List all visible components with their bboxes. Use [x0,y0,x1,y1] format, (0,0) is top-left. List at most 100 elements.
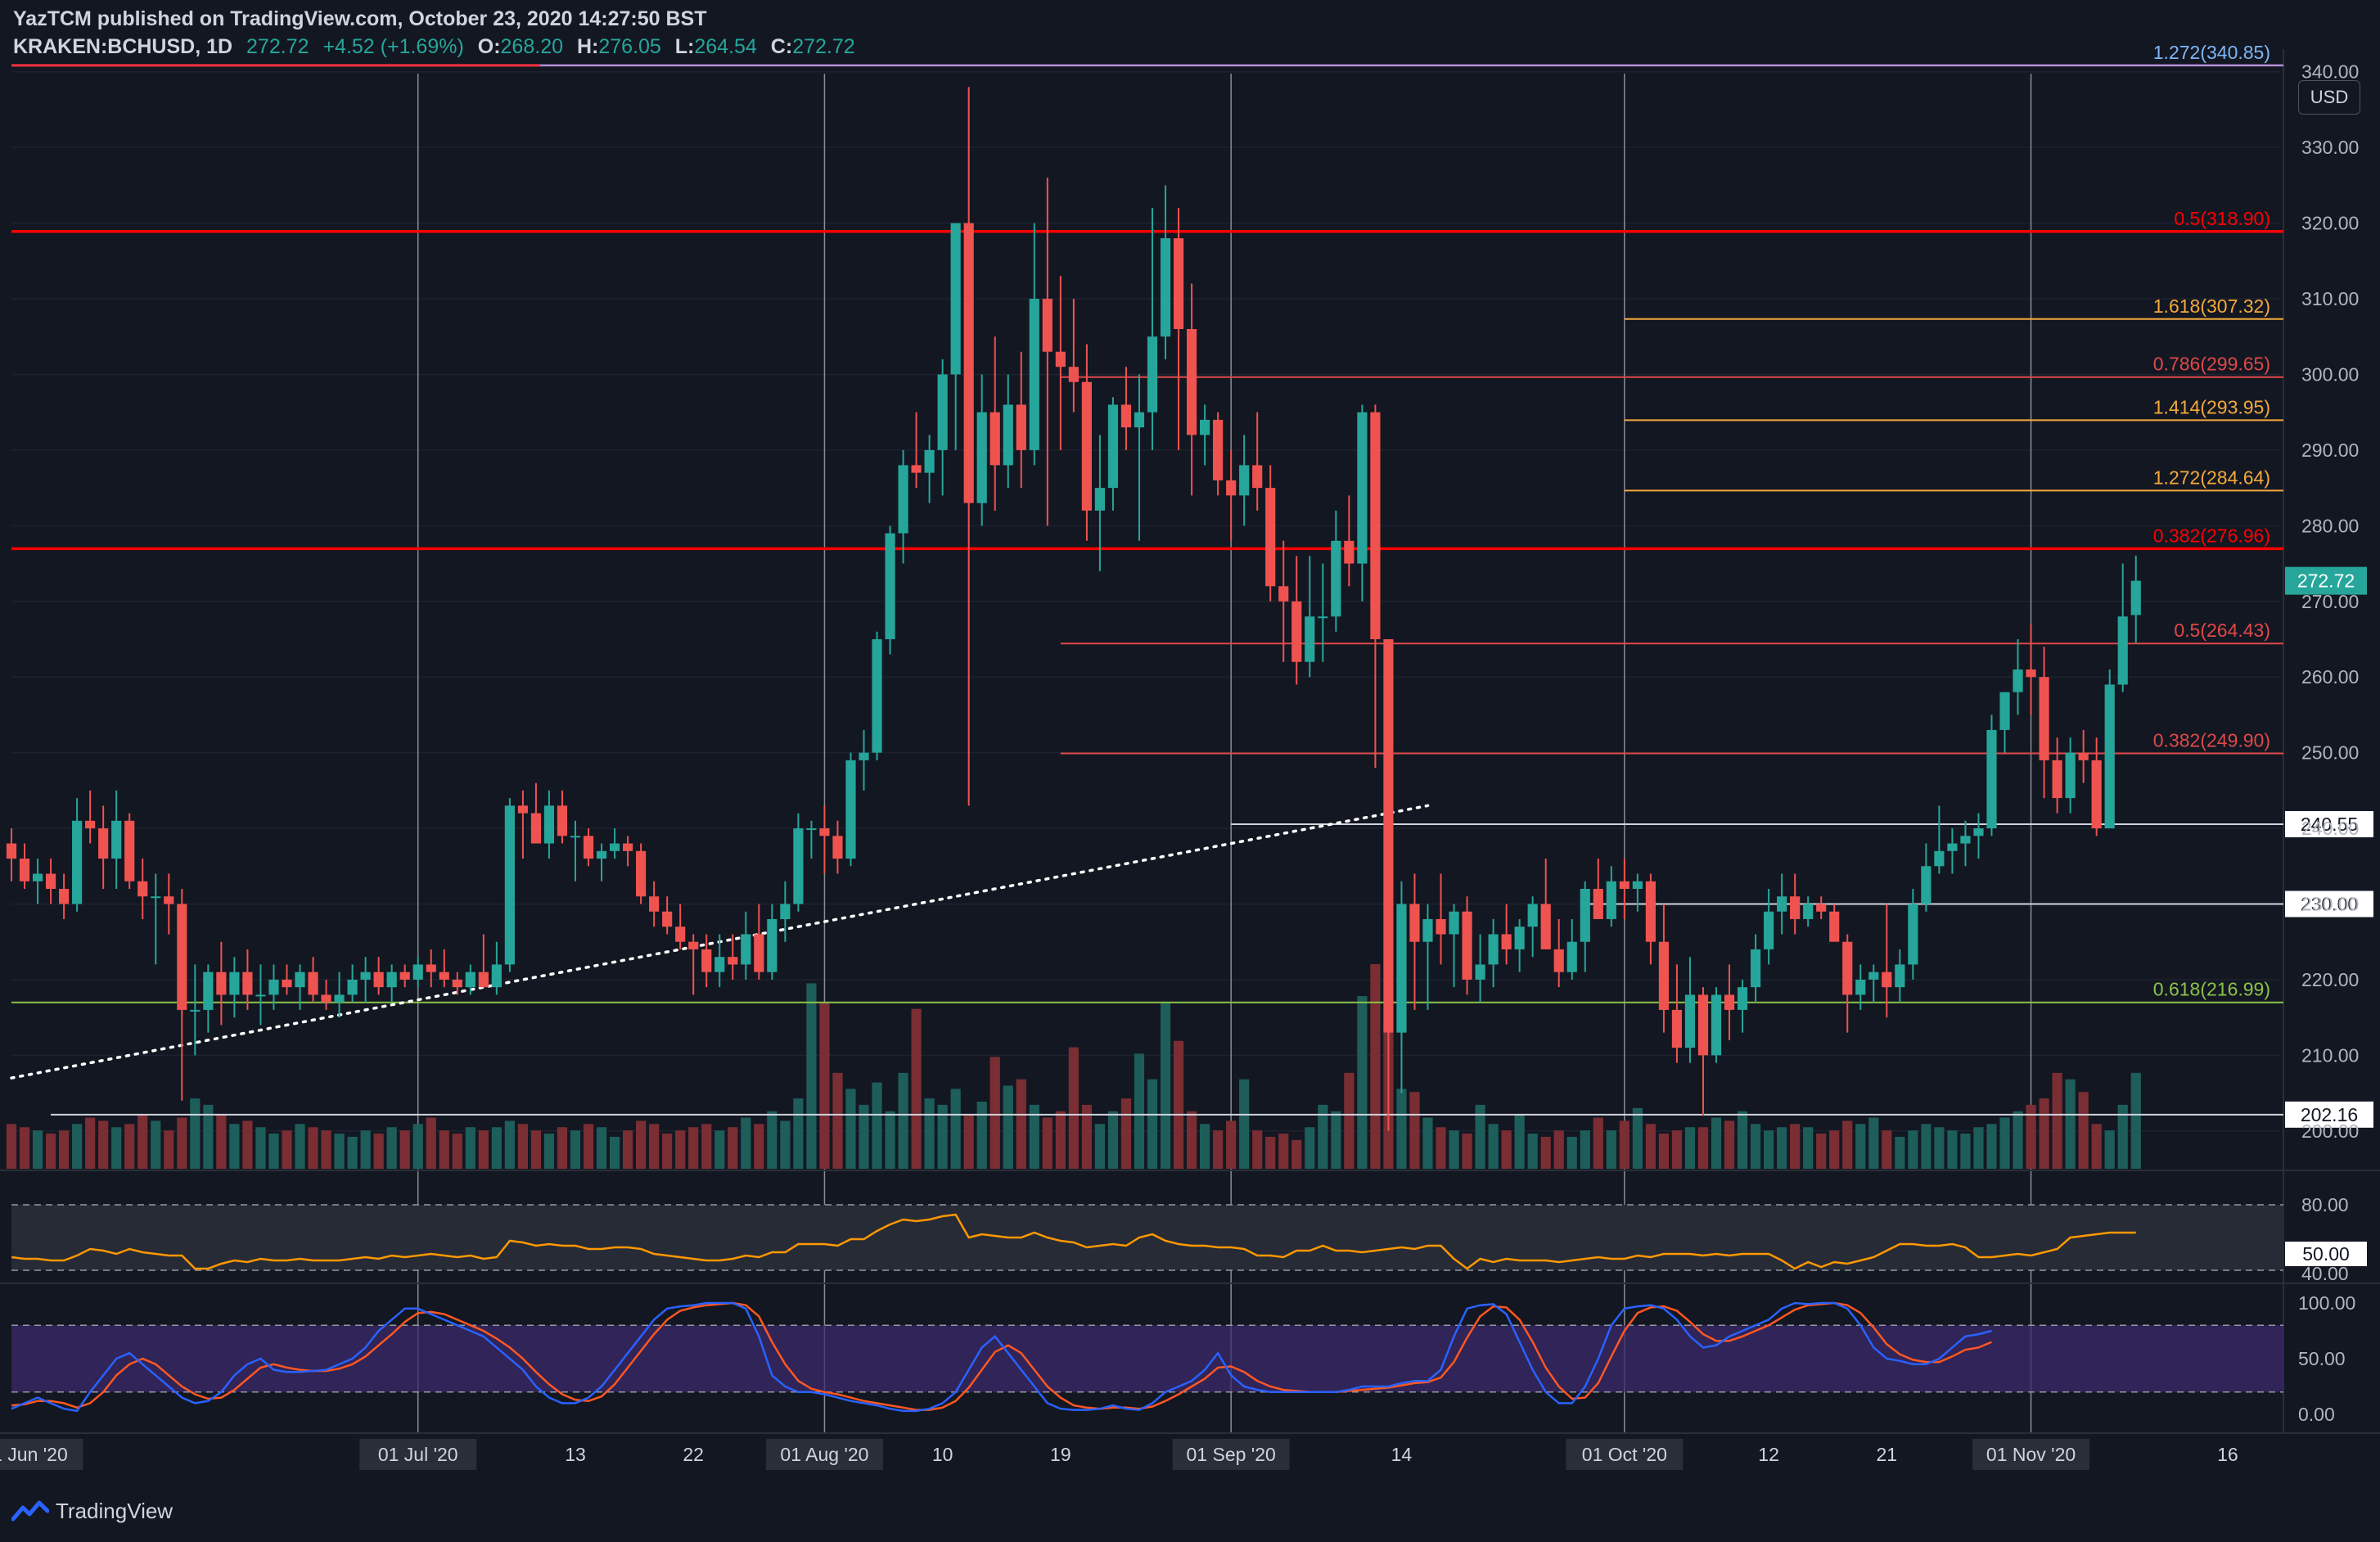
chart-header: YazTCM published on TradingView.com, Oct… [13,5,863,61]
candle-body [1658,941,1670,1010]
volume-bar [675,1130,686,1169]
candle-body [1816,904,1827,912]
level-label-fib-0-618-low: 0.618(216.99) [2153,979,2270,1000]
volume-bar [216,1114,227,1169]
candle-body [1318,616,1328,619]
candle-body [714,957,725,972]
price-axis: 200.00 210.00 220.00 230.00 240.00 250.00 260.… [2301,61,2359,1142]
candle-body [1120,404,1132,428]
candle-body [19,859,30,881]
volume-bar [111,1127,122,1169]
volume-bar [1619,1120,1629,1169]
volume-bar [924,1098,935,1169]
volume-bar [570,1130,581,1169]
candle-body [268,979,279,995]
price-tick-label: 310.00 [2301,288,2359,309]
volume-bar [1527,1134,1538,1169]
volume-bar [989,1057,1000,1169]
candle-body [1462,911,1472,980]
volume-bar [1553,1130,1564,1169]
candle-body [334,994,345,1003]
volume-bar [1305,1127,1315,1169]
volume-bar [255,1127,266,1169]
level-label-box [2285,890,2373,918]
candle-body [1278,586,1289,602]
candle-body [832,836,843,859]
open-key: O: [477,35,501,58]
price-tick-label: 240.00 [2301,818,2359,839]
volume-bar [1173,1040,1184,1169]
time-tick-label: 22 [683,1444,704,1465]
candle-body [177,904,187,1010]
candle-body [1842,941,1853,995]
volume-bar [1803,1127,1814,1169]
candle-body [557,805,568,836]
volume-bars [6,964,2141,1169]
currency-button[interactable]: USD [2298,80,2360,115]
candle-body [1186,329,1197,435]
candle-body [609,843,620,851]
time-tick-label: 19 [1050,1444,1071,1465]
candle-body [1042,299,1053,352]
candle-body [911,465,922,473]
candle-body [2052,760,2062,799]
volume-bar [1107,1111,1119,1169]
volume-bar [1318,1104,1328,1169]
candle-body [1777,896,1787,912]
tradingview-brand[interactable]: TradingView [11,1498,173,1524]
volume-bar [1029,1104,1039,1169]
publisher-line: YazTCM published on TradingView.com, Oct… [13,7,707,30]
volume-bar [701,1124,712,1169]
volume-bar [1134,1053,1145,1169]
candle-body [216,972,227,995]
volume-bar [1580,1130,1590,1169]
volume-bar [1737,1111,1748,1169]
volume-bar [1632,1107,1643,1169]
candle-body [1697,994,1709,1056]
level-label-fib-0-382-high: 0.382(276.96) [2153,525,2270,546]
rsi-current-label: 50.00 [2302,1243,2350,1265]
candle-body [1173,238,1184,329]
candle-body [767,918,778,972]
volume-bar [1697,1127,1709,1169]
candle-body [701,949,712,972]
candle-body [1357,412,1368,564]
price-tick-label: 340.00 [2301,61,2359,83]
volume-bar [45,1134,56,1169]
rsi-band [11,1205,2283,1270]
volume-bar [32,1130,43,1169]
volume-bar [1947,1130,1958,1169]
candle-body [688,941,699,949]
candle-body [596,850,607,859]
volume-bar [1711,1117,1722,1169]
candle-body [255,994,266,997]
price-tick-label: 220.00 [2301,969,2359,990]
candle-body [1999,692,2010,730]
candle-body [229,972,240,995]
price-tick-label: 200.00 [2301,1120,2359,1142]
candle-body [45,873,56,889]
candle-body [2117,616,2128,685]
volume-bar [1081,1104,1092,1169]
volume-bar [1449,1130,1459,1169]
price-tick-label: 320.00 [2301,213,2359,234]
candle-body [1737,987,1748,1010]
candle-body [308,972,318,995]
volume-bar [1960,1134,1971,1169]
volume-bar [203,1104,214,1169]
candle-body [1383,638,1394,1033]
volume-bar [845,1089,856,1169]
time-tick-label: 16 [2217,1444,2238,1465]
volume-bar [321,1130,331,1169]
price-tick-label: 290.00 [2301,440,2359,461]
volume-bar [151,1120,161,1169]
candle-body [636,850,647,897]
candle-body [622,843,633,851]
candle-body [1593,889,1603,919]
time-tick-label: 01 Jun '20 [0,1444,68,1465]
volume-bar [1422,1117,1433,1169]
level-label-support-202: 202.16 [2301,1104,2358,1125]
candle-body [728,957,738,965]
